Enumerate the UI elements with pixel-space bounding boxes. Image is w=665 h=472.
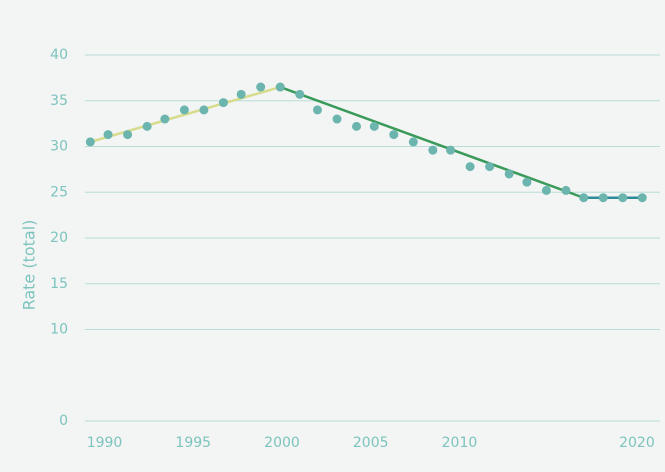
data-point bbox=[160, 114, 170, 124]
data-point bbox=[332, 114, 342, 124]
data-point bbox=[142, 121, 152, 131]
x-tick-label: 2020 bbox=[619, 435, 655, 451]
data-point bbox=[85, 137, 95, 147]
y-tick-label: 15 bbox=[50, 276, 68, 292]
data-point bbox=[389, 130, 399, 140]
data-point bbox=[179, 105, 189, 115]
data-point bbox=[522, 177, 532, 187]
y-tick-label: 40 bbox=[50, 47, 68, 63]
data-point bbox=[275, 82, 285, 92]
data-point bbox=[352, 121, 362, 131]
data-point bbox=[465, 162, 475, 172]
data-point bbox=[637, 193, 647, 203]
x-tick-label: 2005 bbox=[353, 435, 389, 451]
data-point bbox=[256, 82, 266, 92]
y-tick-label: 30 bbox=[50, 139, 68, 155]
y-tick-label: 25 bbox=[50, 184, 68, 200]
data-point bbox=[312, 105, 322, 115]
trend-line bbox=[279, 85, 585, 199]
data-point bbox=[199, 105, 209, 115]
y-tick-label: 20 bbox=[50, 230, 68, 246]
data-point bbox=[485, 162, 495, 172]
y-tick-label: 0 bbox=[59, 413, 68, 429]
data-point bbox=[579, 193, 589, 203]
data-point bbox=[123, 130, 133, 140]
data-point bbox=[446, 145, 456, 155]
trend-line bbox=[89, 85, 281, 144]
data-point bbox=[369, 121, 379, 131]
data-point bbox=[236, 89, 246, 99]
data-point bbox=[541, 185, 551, 195]
data-point bbox=[598, 193, 608, 203]
data-point bbox=[408, 137, 418, 147]
x-tick-label: 1990 bbox=[87, 435, 123, 451]
data-point bbox=[103, 130, 113, 140]
data-point bbox=[618, 193, 628, 203]
x-tick-label: 2010 bbox=[442, 435, 478, 451]
data-point bbox=[504, 169, 514, 179]
x-tick-label: 2000 bbox=[264, 435, 300, 451]
x-tick-label: 1995 bbox=[175, 435, 211, 451]
y-axis-label: Rate (total) bbox=[20, 220, 39, 311]
data-point bbox=[428, 145, 438, 155]
y-tick-label: 35 bbox=[50, 93, 68, 109]
data-point bbox=[295, 89, 305, 99]
y-tick-label: 10 bbox=[50, 322, 68, 338]
data-point bbox=[218, 98, 228, 108]
data-point bbox=[561, 185, 571, 195]
